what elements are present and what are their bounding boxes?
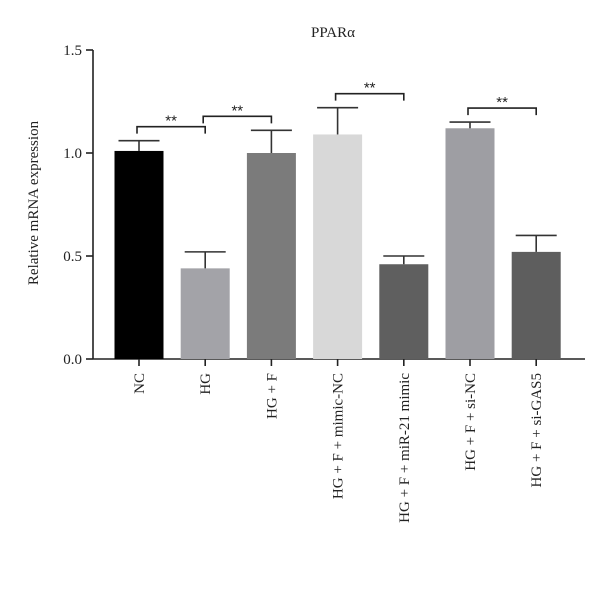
x-tick-label: HG + F + mimic-NC [331,373,347,499]
y-tick-labels: 0.0 0.5 1.0 1.5 [63,43,82,368]
x-tick-labels: NC HG HG + F HG + F + mimic-NC HG + F + miR-… [132,373,545,523]
bar-1 [180,268,230,359]
y-tick-label: 1.0 [63,146,82,162]
bar-6 [511,251,561,359]
bar-4 [379,264,429,359]
significance-bracket [136,125,206,134]
bar-3 [313,134,363,359]
significance-bracket [334,92,405,101]
x-tick-label: HG [198,373,214,395]
y-tick-label: 0.0 [63,352,82,368]
y-tick-label: 1.5 [63,43,82,59]
x-tick-label: HG + F [264,373,280,419]
x-tick-label: NC [132,373,148,394]
significance-label: ** [364,80,376,97]
significance-label: ** [165,113,177,130]
significance-bracket [467,107,537,116]
x-tick-label: HG + F + miR-21 mimic [397,373,413,523]
y-axis-label: Relative mRNA expression [26,120,42,285]
significance-label: ** [231,102,243,119]
bar-0 [114,150,164,359]
significance-bracket [202,115,273,124]
chart-title: PPARα [311,25,355,41]
bar-5 [445,128,495,359]
significance-group: ** ** ** ** [136,80,537,134]
x-tick-label: HG + F + si-GAS5 [529,373,545,487]
bars-group [114,128,561,359]
significance-label: ** [496,94,508,111]
y-tick-label: 0.5 [63,249,82,265]
bar-2 [246,153,296,359]
error-bars-group [118,106,557,269]
x-tick-label: HG + F + si-NC [463,373,479,471]
